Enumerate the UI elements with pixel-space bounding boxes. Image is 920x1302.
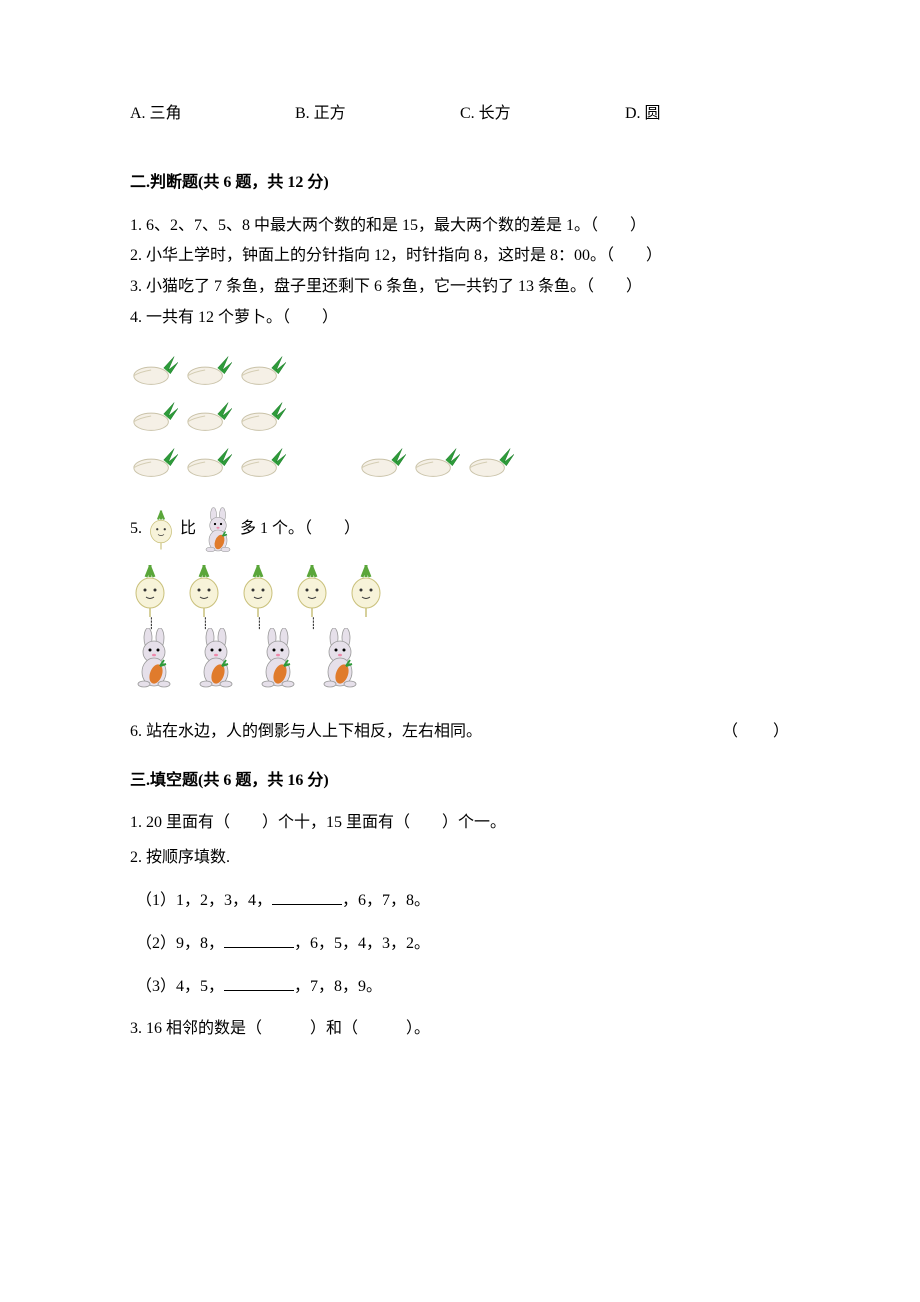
option-a: A. 三角 <box>130 100 295 129</box>
rabbit-icon <box>130 628 178 688</box>
q3-2-2a: （2）9，8， <box>136 935 224 952</box>
carrot-icon <box>130 441 178 483</box>
q2-5: 5. 比 多 1 个。（ ） <box>130 507 790 553</box>
carrot-icon <box>184 441 232 483</box>
option-b: B. 正方 <box>295 100 460 129</box>
carrot-icon <box>130 349 178 391</box>
rabbit-row <box>130 628 790 688</box>
q3-3: 3. 16 相邻的数是（ ）和（ ）。 <box>130 1015 790 1044</box>
q3-2-2: （2）9，8， ，6，5，4，3，2。 <box>136 930 790 959</box>
q5-mid: 比 <box>180 515 196 544</box>
q3-2-3b: ，7，8，9。 <box>294 978 382 995</box>
turnip-icon <box>184 563 224 619</box>
q5-suffix: 多 1 个。（ ） <box>240 515 360 544</box>
q2-1: 1. 6、2、7、5、8 中最大两个数的和是 15，最大两个数的差是 1。（ ） <box>130 212 790 241</box>
q3-2-3: （3）4，5， ，7，8，9。 <box>136 973 790 1002</box>
rabbit-icon <box>200 507 236 553</box>
page: A. 三角 B. 正方 C. 长方 D. 圆 二.判断题(共 6 题，共 12 … <box>0 0 920 1302</box>
blank <box>224 931 294 948</box>
carrot-row-1 <box>130 349 790 391</box>
rabbit-icon <box>254 628 302 688</box>
q3-2-1a: （1）1，2，3，4， <box>136 892 272 909</box>
blank <box>272 888 342 905</box>
turnip-icon <box>130 563 170 619</box>
carrot-row-3 <box>130 441 790 483</box>
q2-2: 2. 小华上学时，钟面上的分针指向 12，时针指向 8，这时是 8：00。（ ） <box>130 242 790 271</box>
turnip-row <box>130 563 790 619</box>
mc-options-row: A. 三角 B. 正方 C. 长方 D. 圆 <box>130 100 790 129</box>
carrot-icon <box>466 441 514 483</box>
carrot-row-2 <box>130 395 790 437</box>
q3-2-2b: ，6，5，4，3，2。 <box>294 935 430 952</box>
q6-paren: （ ） <box>722 718 790 747</box>
carrot-icon <box>358 441 406 483</box>
q3-2-3a: （3）4，5， <box>136 978 224 995</box>
q3-1: 1. 20 里面有（ ）个十，15 里面有（ ）个一。 <box>130 809 790 838</box>
section2-title: 二.判断题(共 6 题，共 12 分) <box>130 169 790 198</box>
q3-2: 2. 按顺序填数. <box>130 844 790 873</box>
rabbit-icon <box>316 628 364 688</box>
carrot-grid <box>130 349 790 483</box>
q2-4: 4. 一共有 12 个萝卜。（ ） <box>130 304 790 333</box>
option-d: D. 圆 <box>625 100 790 129</box>
q2-6: 6. 站在水边，人的倒影与人上下相反，左右相同。 （ ） <box>130 718 790 747</box>
blank <box>224 974 294 991</box>
carrot-icon <box>184 395 232 437</box>
carrot-icon <box>184 349 232 391</box>
q5-comparison-grid: ┊┊┊┊ <box>130 563 790 688</box>
turnip-icon <box>346 563 386 619</box>
rabbit-icon <box>192 628 240 688</box>
q2-3: 3. 小猫吃了 7 条鱼，盘子里还剩下 6 条鱼，它一共钓了 13 条鱼。（ ） <box>130 273 790 302</box>
q5-prefix: 5. <box>130 515 142 544</box>
option-c: C. 长方 <box>460 100 625 129</box>
section3-title: 三.填空题(共 6 题，共 16 分) <box>130 767 790 796</box>
q6-text: 6. 站在水边，人的倒影与人上下相反，左右相同。 <box>130 723 482 740</box>
q3-2-1: （1）1，2，3，4， ，6，7，8。 <box>136 887 790 916</box>
turnip-icon <box>146 508 176 552</box>
turnip-icon <box>238 563 278 619</box>
carrot-icon <box>412 441 460 483</box>
carrot-icon <box>238 441 286 483</box>
carrot-icon <box>130 395 178 437</box>
carrot-icon <box>238 349 286 391</box>
q3-2-1b: ，6，7，8。 <box>342 892 430 909</box>
turnip-icon <box>292 563 332 619</box>
carrot-icon <box>238 395 286 437</box>
